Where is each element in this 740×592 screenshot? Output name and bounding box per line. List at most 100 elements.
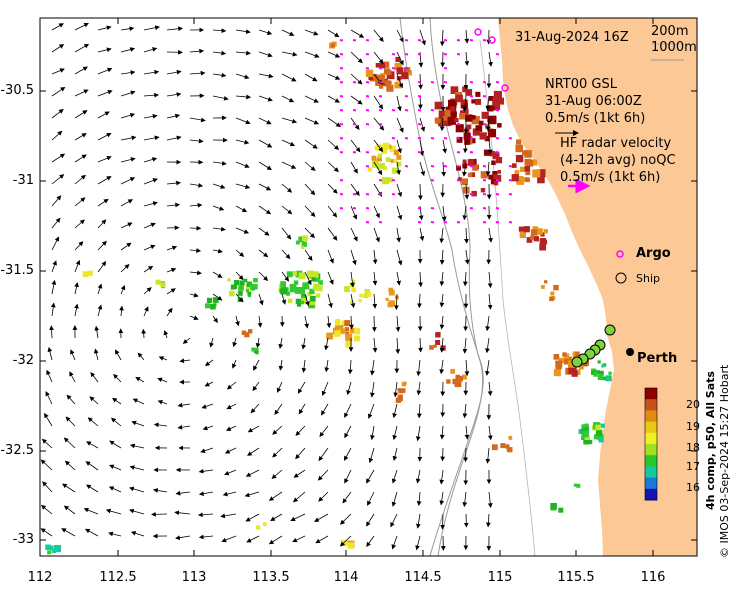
sst-pixel bbox=[381, 177, 389, 185]
colorbar-tick: 19 bbox=[686, 420, 700, 433]
current-arrow bbox=[212, 50, 227, 56]
sst-pixel bbox=[368, 75, 373, 80]
sst-pixel bbox=[205, 303, 210, 309]
hf-vector bbox=[482, 123, 487, 126]
current-arrow bbox=[488, 51, 493, 67]
current-arrow bbox=[97, 240, 107, 251]
hf-vector bbox=[378, 109, 383, 112]
sst-pixel bbox=[383, 166, 388, 171]
sst-pixel bbox=[533, 236, 539, 242]
sst-pixel bbox=[597, 360, 601, 364]
sst-pixel bbox=[583, 438, 590, 445]
sst-pixel bbox=[400, 388, 406, 393]
sst-pixel bbox=[442, 116, 448, 121]
sst-pixel bbox=[358, 299, 362, 303]
current-arrow bbox=[143, 135, 160, 141]
current-arrow bbox=[157, 377, 168, 383]
sst-pixel bbox=[493, 90, 502, 100]
current-arrow bbox=[320, 403, 329, 416]
sst-pixel bbox=[341, 540, 348, 547]
current-arrow bbox=[415, 425, 421, 442]
ship-legend-icon bbox=[615, 272, 627, 284]
current-arrow bbox=[304, 227, 315, 239]
current-arrow bbox=[258, 293, 264, 306]
current-arrow bbox=[487, 139, 493, 155]
sst-pixel bbox=[48, 545, 54, 551]
hf-vector bbox=[495, 207, 500, 210]
sst-pixel bbox=[378, 84, 384, 89]
sst-pixel bbox=[315, 293, 321, 298]
hf-vector bbox=[417, 207, 422, 210]
current-arrow bbox=[327, 29, 340, 38]
sst-pixel bbox=[466, 124, 472, 130]
sst-pixel bbox=[488, 96, 494, 101]
hf-vector bbox=[378, 179, 383, 182]
hf-vector bbox=[378, 67, 383, 70]
sst-pixel bbox=[539, 238, 547, 245]
colorbar-swatch bbox=[645, 477, 657, 490]
sst-pixel bbox=[289, 287, 295, 293]
sst-pixel bbox=[537, 175, 545, 184]
sst-pixel bbox=[243, 278, 248, 283]
current-arrow bbox=[189, 70, 206, 76]
argo-marker bbox=[488, 36, 496, 44]
sst-pixel bbox=[598, 437, 604, 443]
sst-pixel bbox=[238, 285, 244, 291]
current-arrow bbox=[212, 315, 218, 324]
current-arrow bbox=[339, 535, 352, 547]
perth-marker bbox=[626, 348, 634, 356]
current-arrow bbox=[97, 260, 107, 273]
x-tick-label: 114.5 bbox=[404, 570, 442, 585]
current-arrow bbox=[212, 72, 227, 78]
sst-pixel bbox=[593, 372, 598, 377]
sst-pixel bbox=[334, 330, 341, 337]
current-arrow bbox=[281, 205, 293, 215]
current-arrow bbox=[304, 271, 312, 286]
sst-pixel bbox=[397, 388, 401, 392]
sst-pixel bbox=[287, 298, 293, 304]
hf-vector bbox=[417, 221, 422, 224]
current-arrow bbox=[182, 337, 191, 344]
colorbar-swatch bbox=[645, 421, 657, 434]
current-arrow bbox=[151, 511, 168, 517]
hf-vector bbox=[508, 193, 513, 196]
current-arrow bbox=[276, 381, 283, 393]
sst-pixel bbox=[544, 280, 548, 284]
current-arrow bbox=[344, 447, 352, 461]
hf-vector bbox=[404, 39, 409, 42]
current-arrow bbox=[113, 373, 122, 383]
sst-pixel bbox=[475, 91, 481, 97]
current-arrow bbox=[258, 29, 273, 35]
hf-vector bbox=[339, 123, 344, 126]
current-arrow bbox=[391, 535, 398, 550]
sst-pixel bbox=[549, 296, 554, 302]
sst-pixel bbox=[383, 61, 390, 68]
current-arrow bbox=[157, 399, 168, 405]
sst-pixel bbox=[393, 158, 397, 163]
sst-pixel bbox=[405, 67, 411, 73]
y-tick-label: -32.5 bbox=[0, 443, 34, 458]
current-arrow bbox=[278, 359, 284, 371]
sst-pixel bbox=[475, 125, 483, 132]
colorbar-swatch bbox=[645, 466, 657, 479]
sst-pixel bbox=[312, 271, 319, 278]
sst-pixel bbox=[452, 378, 458, 385]
sst-pixel bbox=[354, 335, 360, 342]
sst-pixel bbox=[484, 123, 490, 129]
hf-vector bbox=[495, 137, 500, 140]
current-arrow bbox=[295, 447, 306, 460]
colorbar-swatch bbox=[645, 455, 657, 467]
hf-vector bbox=[378, 81, 383, 84]
sst-pixel bbox=[571, 370, 578, 377]
current-arrow bbox=[41, 438, 53, 449]
sst-pixel bbox=[234, 280, 239, 285]
sst-pixel bbox=[389, 145, 396, 152]
sst-pixel bbox=[302, 282, 310, 290]
sst-pixel bbox=[51, 548, 56, 553]
hf-vector bbox=[495, 179, 500, 182]
sst-pixel bbox=[455, 94, 463, 103]
hf-vector bbox=[339, 67, 344, 70]
current-arrow bbox=[40, 504, 53, 515]
current-arrow bbox=[166, 69, 182, 75]
colorbar-tick: 17 bbox=[686, 460, 700, 473]
